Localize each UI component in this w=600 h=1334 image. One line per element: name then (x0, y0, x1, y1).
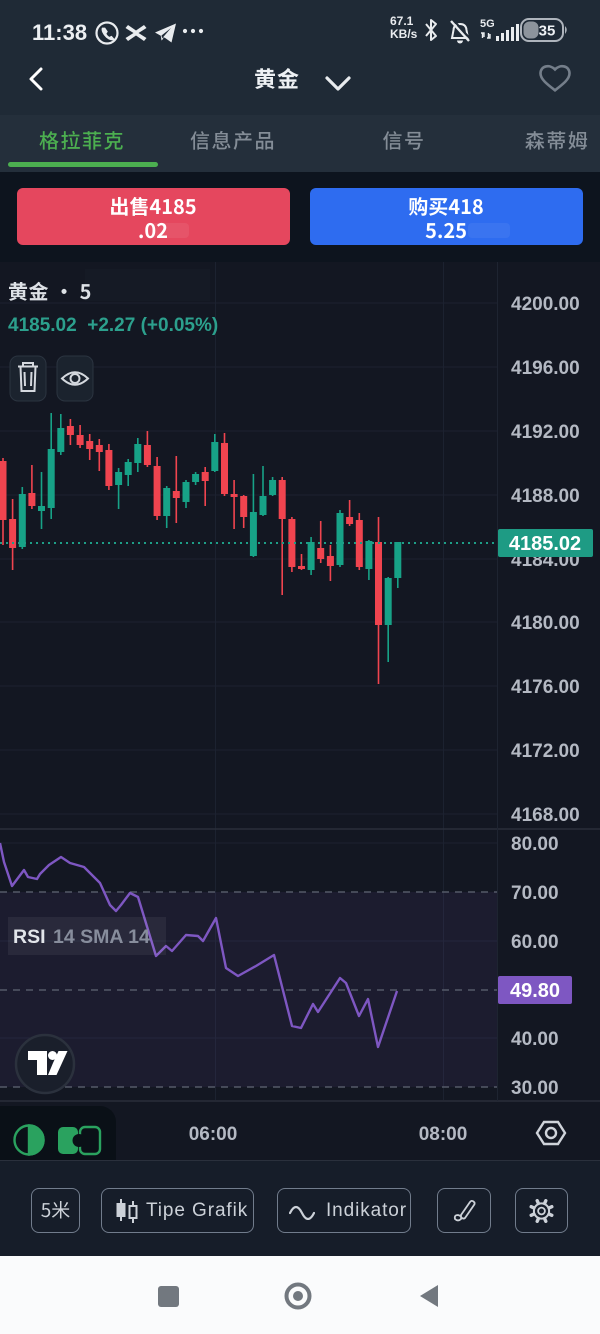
svg-text:4200.00: 4200.00 (511, 294, 580, 315)
svg-text:14 SMA 14: 14 SMA 14 (53, 926, 150, 948)
svg-text:4185.02 +2.27 (+0.05%): 4185.02 +2.27 (+0.05%) (8, 315, 218, 336)
svg-text:RSI: RSI (13, 926, 46, 948)
svg-text:4192.00: 4192.00 (511, 422, 580, 443)
svg-text:4180.00: 4180.00 (511, 613, 580, 634)
svg-text:5G: 5G (480, 18, 495, 30)
svg-text:70.00: 70.00 (511, 883, 559, 904)
svg-text:4188.00: 4188.00 (511, 486, 580, 507)
svg-text:4185.02: 4185.02 (509, 533, 581, 555)
svg-text:30.00: 30.00 (511, 1078, 559, 1099)
svg-text:4176.00: 4176.00 (511, 677, 580, 698)
svg-text:06:00: 06:00 (189, 1124, 238, 1145)
svg-text:60.00: 60.00 (511, 932, 559, 953)
svg-text:4168.00: 4168.00 (511, 805, 580, 826)
svg-text:4172.00: 4172.00 (511, 741, 580, 762)
svg-text:4196.00: 4196.00 (511, 358, 580, 379)
svg-text:40.00: 40.00 (511, 1029, 559, 1050)
svg-text:80.00: 80.00 (511, 834, 559, 855)
svg-text:35: 35 (539, 23, 556, 40)
svg-text:08:00: 08:00 (419, 1124, 468, 1145)
svg-text:49.80: 49.80 (510, 980, 560, 1002)
